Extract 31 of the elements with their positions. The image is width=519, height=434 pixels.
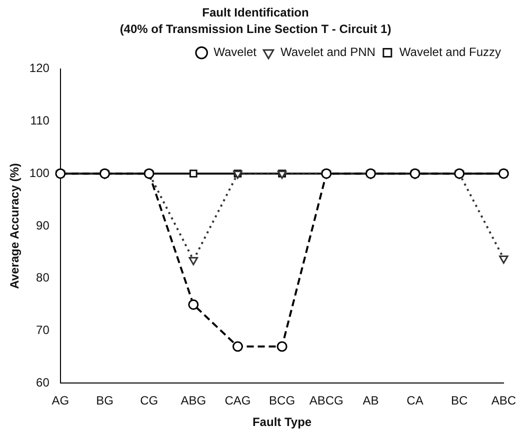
x-tick-label: ABG <box>180 394 206 408</box>
x-tick-label: CG <box>140 394 158 408</box>
x-axis-title: Fault Type <box>252 415 312 430</box>
point <box>499 255 508 264</box>
y-axis-title: Average Accuracy (%) <box>8 163 22 289</box>
x-tick-label: CA <box>406 394 424 408</box>
y-tick-label: 60 <box>36 376 50 390</box>
x-tick-label: BCG <box>269 394 296 408</box>
point <box>189 170 198 178</box>
y-tick-label: 110 <box>30 114 50 128</box>
chart-title: Fault Identification <box>202 6 309 20</box>
x-tick-label: ABC <box>491 394 516 408</box>
legend-label: Wavelet <box>214 45 258 60</box>
legend-label: Wavelet and PNN <box>280 45 376 60</box>
point <box>276 341 288 352</box>
x-tick-label: CAG <box>224 394 251 408</box>
x-tick-label: BG <box>96 394 114 408</box>
y-tick-label: 80 <box>36 270 50 285</box>
y-tick-label: 120 <box>29 61 50 76</box>
point <box>188 299 199 310</box>
x-tick-label: ABCG <box>309 394 344 408</box>
point <box>188 257 198 266</box>
x-tick-label: BC <box>451 394 468 408</box>
y-tick-label: 70 <box>36 323 50 338</box>
x-tick-label: AB <box>362 394 379 408</box>
point <box>232 341 243 352</box>
chart-subtitle: (40% of Transmission Line Section T - Circuit 1) <box>120 22 392 36</box>
y-tick-label: 100 <box>29 166 50 180</box>
x-tick-label: AG <box>52 394 70 408</box>
y-tick-label: 90 <box>36 218 50 232</box>
legend-label: Wavelet and Fuzzy <box>399 45 502 60</box>
